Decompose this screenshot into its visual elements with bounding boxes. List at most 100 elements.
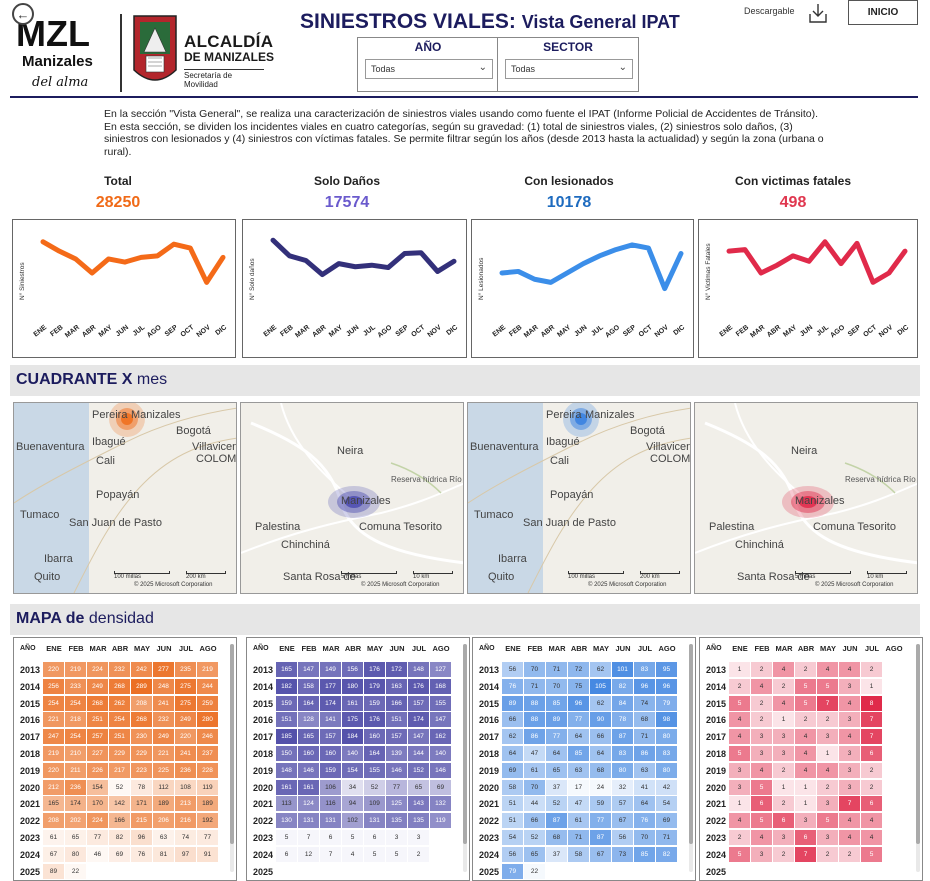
map-place-label: Santa Rosa de (283, 571, 356, 583)
inicio-button[interactable]: INICIO (848, 0, 918, 25)
year-label: 2014 (20, 681, 41, 692)
column-header[interactable]: JUN (389, 644, 405, 653)
map-place-label: Pereira (546, 409, 582, 421)
heat-cell: 88 (524, 712, 546, 729)
column-header[interactable]: AGO (199, 644, 217, 653)
download-icon[interactable] (806, 2, 830, 24)
column-header[interactable]: AGO (885, 644, 903, 653)
heat-cell: 82 (612, 678, 634, 695)
column-header[interactable]: AÑO (479, 645, 495, 652)
column-header[interactable]: ENE (505, 644, 521, 653)
column-header[interactable]: JUL (864, 644, 880, 653)
vertical-scrollbar[interactable] (689, 644, 693, 872)
column-header[interactable]: FEB (527, 644, 543, 653)
heat-cell (131, 863, 153, 880)
map-solo-danos[interactable]: Neira Manizales Reserva hídrica Río Blanco… (240, 402, 464, 594)
heat-cell: 2 (773, 762, 795, 779)
logo-divider (120, 14, 122, 92)
column-header[interactable]: ABR (570, 644, 588, 653)
table-row: 2024 5 3 2 7 2 2 5 (700, 846, 905, 864)
scrollbar-thumb[interactable] (230, 644, 234, 844)
year-select[interactable]: Todas ⌄ (365, 59, 493, 79)
column-header[interactable]: ABR (797, 644, 815, 653)
heat-cell (861, 863, 883, 880)
year-label: 2014 (479, 681, 500, 692)
heat-cell: 220 (43, 662, 65, 678)
heat-cell: 246 (197, 729, 219, 746)
column-header[interactable]: ENE (279, 644, 295, 653)
column-header[interactable]: AÑO (253, 645, 269, 652)
heat-cell: 5 (729, 846, 751, 863)
map-victimas-fatales[interactable]: Neira Manizales Reserva hídrica Río Blanco… (694, 402, 918, 594)
data-point (599, 255, 601, 257)
heat-cell: 242 (131, 662, 153, 678)
map-place-label: Tumaco (20, 509, 60, 521)
column-header[interactable]: ABR (111, 644, 129, 653)
heat-cell: 62 (590, 695, 612, 712)
back-button[interactable]: ← (12, 3, 34, 25)
y-axis-label: N° Solo daños (249, 258, 256, 300)
x-tick-label: ABR (540, 324, 556, 339)
heat-cell: 257 (87, 729, 109, 746)
heat-cell: 3 (773, 746, 795, 762)
map-scale-bar: 5 millas (795, 571, 851, 580)
column-header[interactable]: FEB (754, 644, 770, 653)
scrollbar-thumb[interactable] (916, 644, 920, 844)
heat-cell: 85 (546, 695, 568, 712)
column-header[interactable]: AÑO (706, 645, 722, 652)
heat-cell: 226 (87, 762, 109, 779)
column-header[interactable]: JUN (615, 644, 631, 653)
column-header[interactable]: AÑO (20, 645, 36, 652)
description-text: En la sección "Vista General", se realiz… (104, 108, 824, 158)
column-header[interactable]: JUN (156, 644, 172, 653)
sector-select[interactable]: Todas ⌄ (505, 59, 633, 79)
map-place-label: Popayán (96, 489, 140, 501)
map-base (695, 403, 917, 565)
x-tick-label: ABR (81, 324, 97, 339)
data-point (404, 253, 406, 254)
vertical-scrollbar[interactable] (916, 644, 920, 872)
column-header[interactable]: ABR (344, 644, 362, 653)
column-header[interactable]: MAY (820, 644, 836, 653)
x-tick-label: SEP (847, 324, 863, 338)
vertical-scrollbar[interactable] (463, 644, 467, 872)
column-header[interactable]: JUL (178, 644, 194, 653)
year-label: 2017 (253, 732, 274, 743)
y-axis-label: N° Victimas Fatales (705, 243, 712, 300)
kpi-value: 17574 (324, 194, 370, 211)
column-header[interactable]: MAR (548, 644, 566, 653)
column-header[interactable]: MAY (593, 644, 609, 653)
column-header[interactable]: ENE (732, 644, 748, 653)
column-header[interactable]: ENE (46, 644, 62, 653)
heat-cell: 211 (65, 762, 87, 779)
column-header[interactable]: MAR (775, 644, 793, 653)
scrollbar-thumb[interactable] (463, 644, 467, 844)
heat-cell: 3 (839, 712, 861, 729)
column-header[interactable]: MAY (134, 644, 150, 653)
heat-cell: 67 (612, 813, 634, 830)
column-header[interactable]: AGO (658, 644, 676, 653)
heat-cell: 76 (634, 813, 656, 830)
heat-cell: 268 (131, 712, 153, 729)
heat-cell: 149 (320, 662, 342, 678)
map-total[interactable]: Pereira Manizales Ibagué Bogotá Buenaventura… (13, 402, 237, 594)
heat-cell: 83 (612, 746, 634, 762)
heat-cell: 74 (634, 695, 656, 712)
column-header[interactable]: FEB (68, 644, 84, 653)
column-header[interactable]: JUL (411, 644, 427, 653)
column-header[interactable]: MAY (367, 644, 383, 653)
column-header[interactable]: MAR (322, 644, 340, 653)
scrollbar-thumb[interactable] (689, 644, 693, 844)
line-chart-svg: ENE FEB MAR ABR MAY JUN JUL AGO SEP OCT NOV DIC (263, 237, 459, 339)
column-header[interactable]: MAR (89, 644, 107, 653)
column-header[interactable]: FEB (301, 644, 317, 653)
table-row: 2025 79 22 (473, 863, 678, 880)
column-header[interactable]: JUL (637, 644, 653, 653)
vertical-scrollbar[interactable] (230, 644, 234, 872)
heat-cell: 77 (386, 779, 408, 796)
column-header[interactable]: JUN (842, 644, 858, 653)
heat-cell: 124 (298, 796, 320, 813)
map-lesionados[interactable]: Pereira Manizales Ibagué Bogotá Buenaventura… (467, 402, 691, 594)
column-header[interactable]: AGO (432, 644, 450, 653)
heat-cell: 224 (87, 813, 109, 830)
